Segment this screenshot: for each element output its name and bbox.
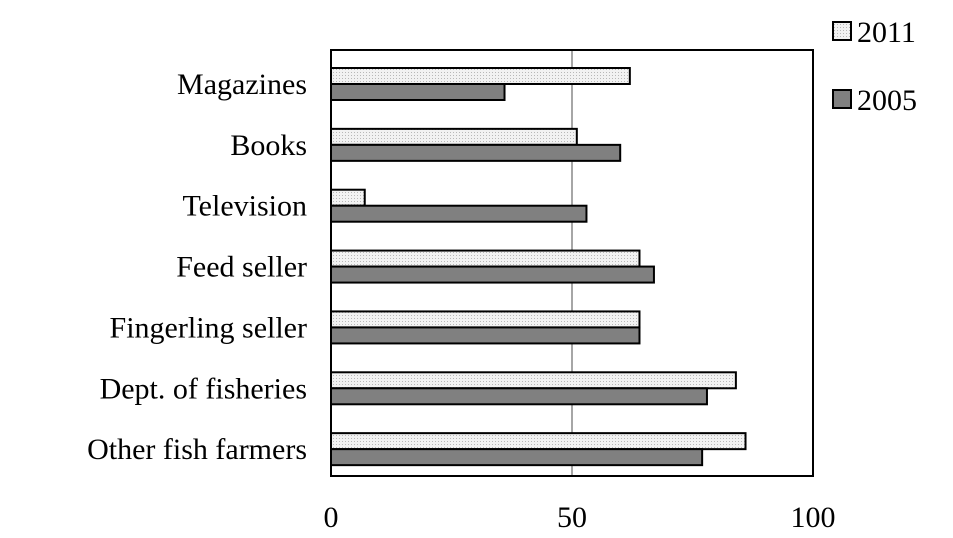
bar-2005-magazines bbox=[330, 83, 506, 101]
bar-2011-television bbox=[330, 188, 366, 207]
bar-2005-other-fish-farmers bbox=[330, 448, 704, 467]
x-tick-label: 100 bbox=[791, 501, 836, 534]
category-labels: Magazines Books Television Feed seller Finge… bbox=[87, 68, 307, 466]
bar-2005-television bbox=[330, 204, 588, 223]
bar-2005-books bbox=[330, 143, 622, 162]
category-label: Feed seller bbox=[176, 251, 307, 284]
bar-2011-magazines bbox=[330, 67, 631, 85]
category-label: Books bbox=[230, 129, 307, 162]
legend-swatch-2011 bbox=[832, 21, 852, 41]
x-tick-labels: 0 50 100 bbox=[324, 501, 836, 534]
x-tick-label: 50 bbox=[557, 501, 587, 534]
bar-2011-fingerling-seller bbox=[330, 310, 641, 329]
bar-2011-other-fish-farmers bbox=[330, 432, 747, 451]
legend-label-2011: 2011 bbox=[857, 16, 916, 49]
bar-2011-dept-of-fisheries bbox=[330, 371, 737, 390]
bar-2005-dept-of-fisheries bbox=[330, 387, 708, 406]
bar-2011-feed-seller bbox=[330, 249, 641, 268]
x-tick-label: 0 bbox=[324, 501, 339, 534]
category-label: Other fish farmers bbox=[87, 433, 307, 466]
plot-frame bbox=[330, 49, 814, 477]
plot-area bbox=[330, 49, 814, 477]
bar-2005-feed-seller bbox=[330, 265, 655, 284]
category-label: Magazines bbox=[177, 68, 307, 101]
legend-label-2005: 2005 bbox=[857, 84, 917, 117]
legend-swatch-2005 bbox=[832, 89, 852, 109]
category-label: Fingerling seller bbox=[110, 311, 307, 344]
bar-2005-fingerling-seller bbox=[330, 326, 641, 345]
category-label: Dept. of fisheries bbox=[100, 372, 307, 405]
bar-2011-books bbox=[330, 127, 578, 146]
legend: 2011 2005 bbox=[832, 16, 917, 117]
category-label: Television bbox=[182, 190, 307, 223]
